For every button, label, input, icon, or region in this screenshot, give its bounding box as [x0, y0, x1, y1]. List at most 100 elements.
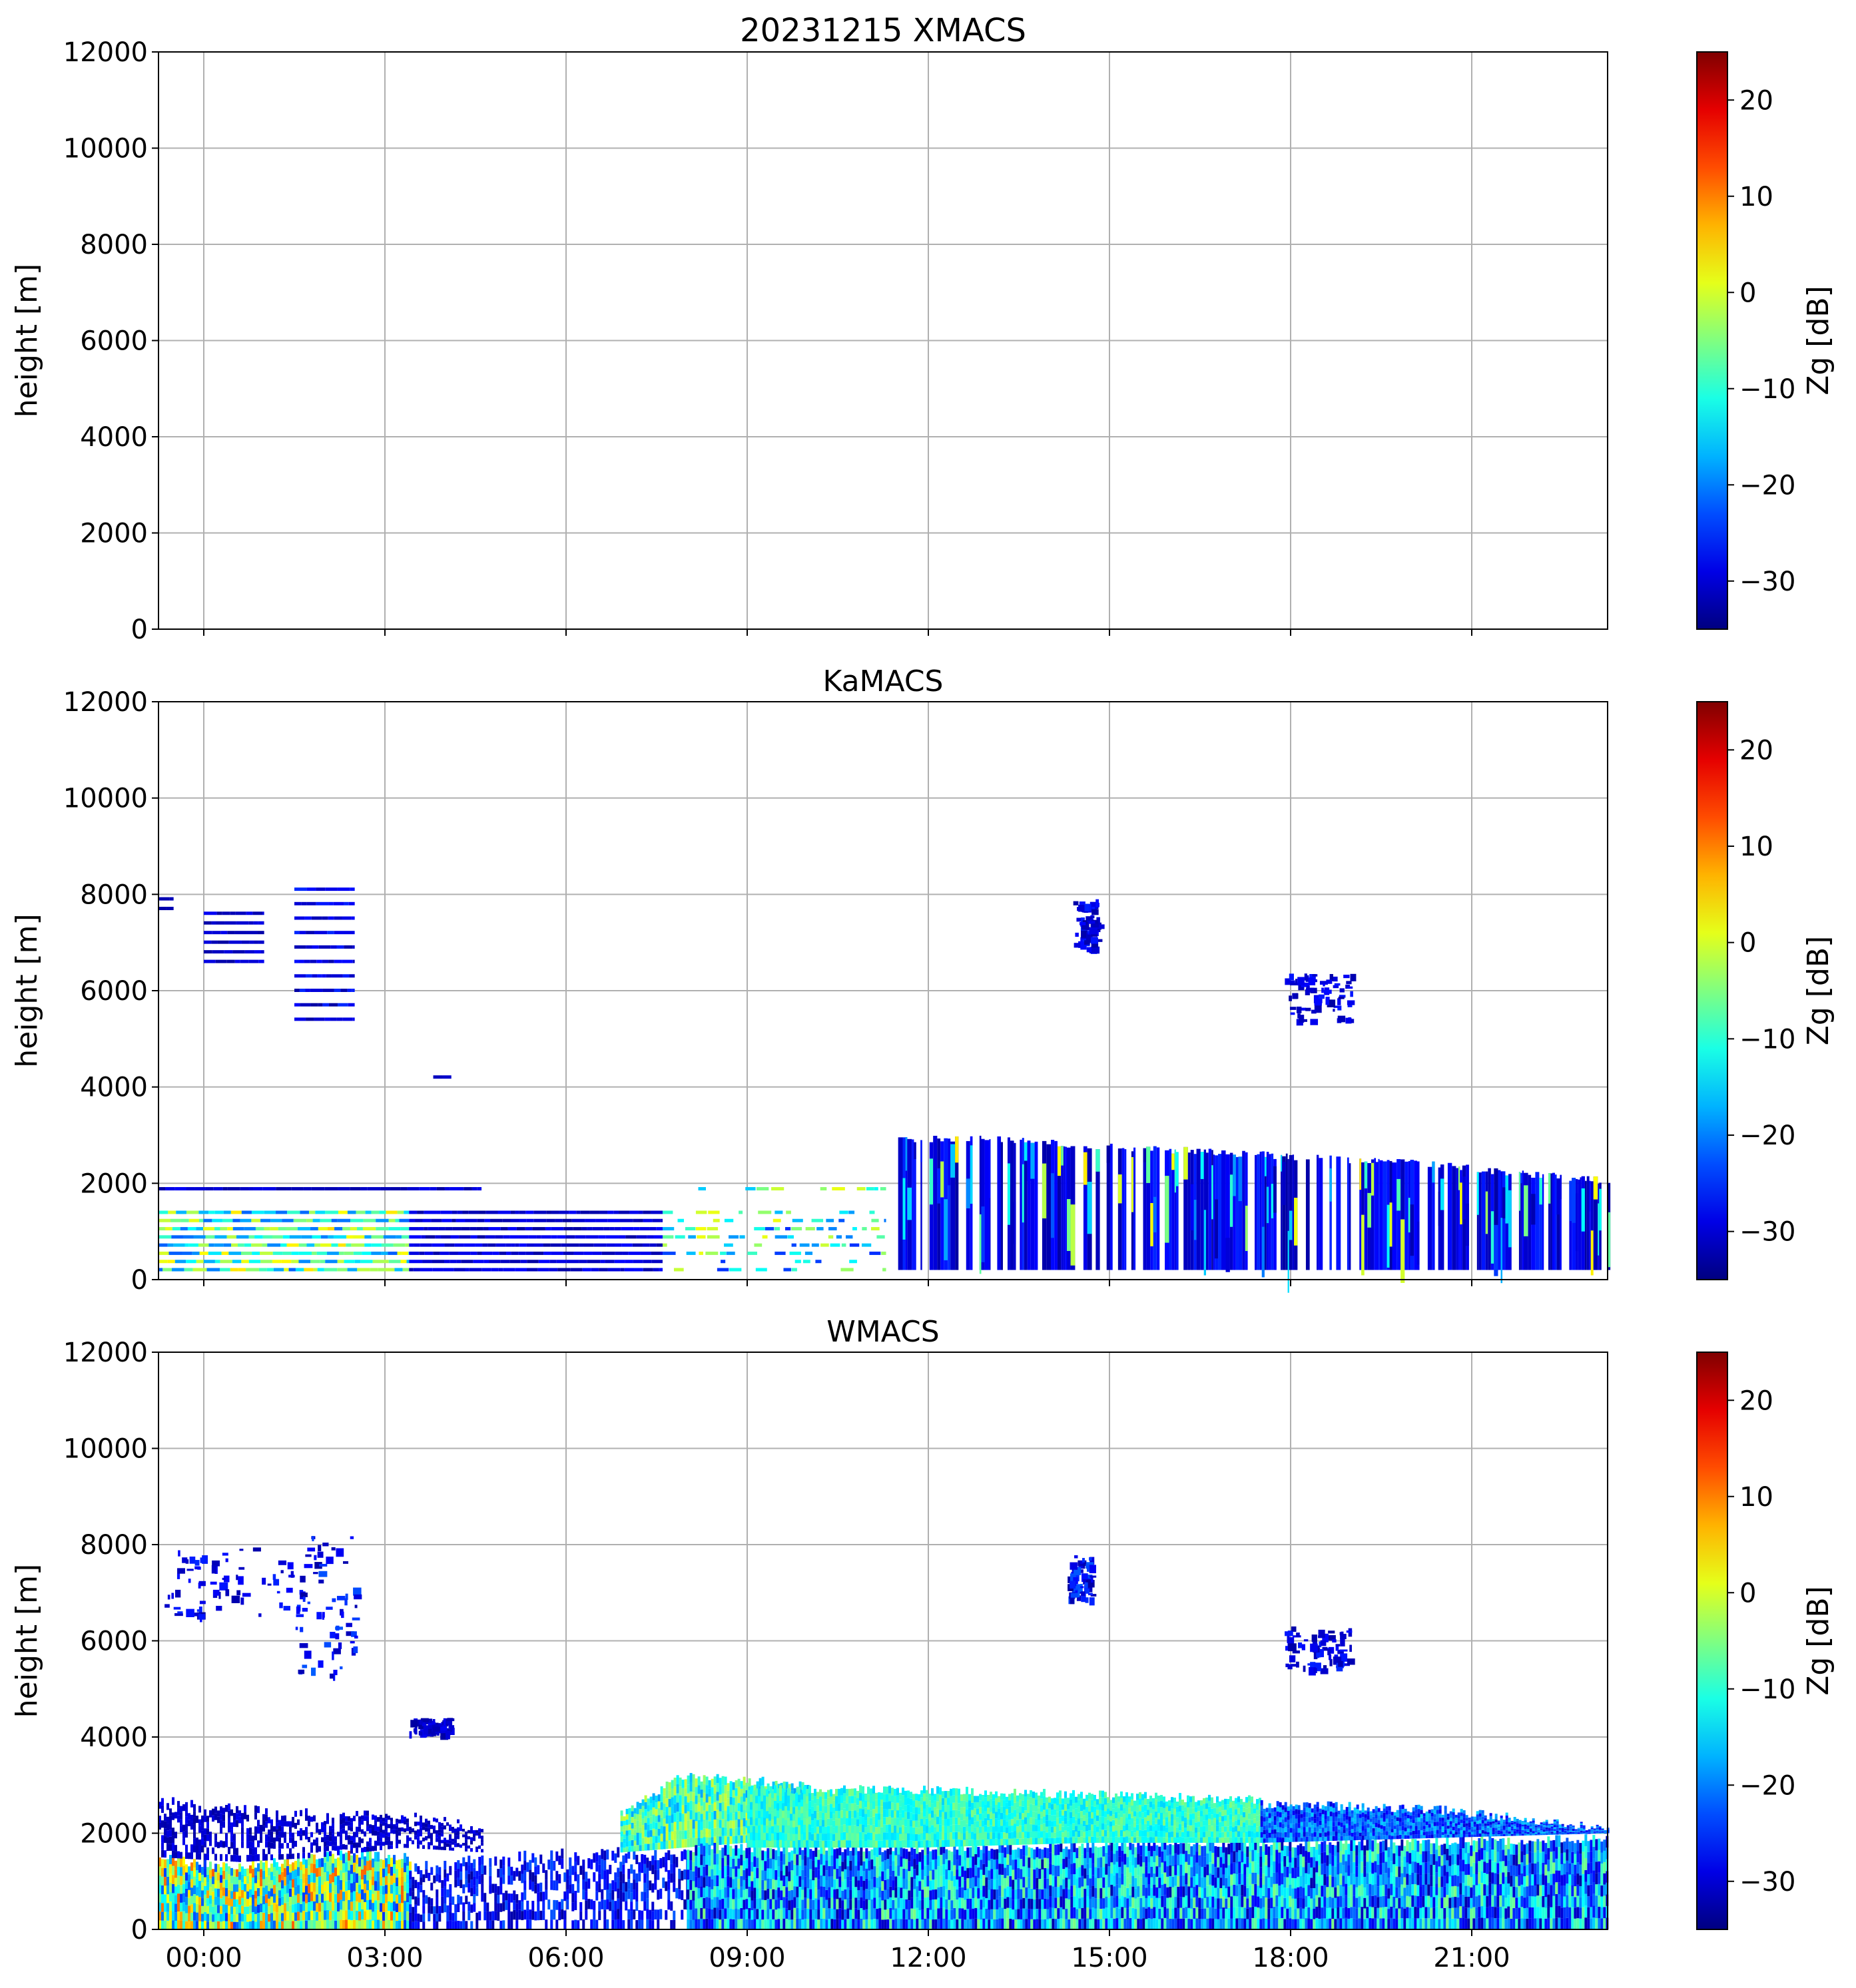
- echo-column: [1124, 1149, 1126, 1270]
- echo-cell: [449, 1911, 452, 1921]
- echo-cell: [262, 1862, 265, 1871]
- echo-cell: [547, 1860, 550, 1869]
- echo-cell: [932, 1909, 934, 1919]
- echo-stripe: [282, 1219, 294, 1222]
- echo-stripe: [227, 1227, 233, 1230]
- echo-cell: [743, 1919, 745, 1929]
- echo-column: [1157, 1147, 1160, 1270]
- echo-cell: [236, 1922, 238, 1929]
- echo-cell: [833, 1859, 836, 1869]
- echo-cell: [428, 1824, 430, 1828]
- echo-stripe: [594, 1244, 607, 1247]
- echo-cell: [623, 1830, 626, 1834]
- echo-stripe: [747, 1252, 757, 1255]
- echo-stripe: [881, 1252, 886, 1255]
- echo-cell: [1052, 1919, 1054, 1929]
- echo-cell: [719, 1836, 722, 1845]
- echo-stripe: [490, 1219, 502, 1222]
- echo-stripe: [643, 1219, 653, 1222]
- echo-cell: [703, 1802, 706, 1810]
- echo-cell: [934, 1869, 937, 1879]
- echo-cell: [1028, 1878, 1030, 1888]
- echo-cell: [542, 1891, 545, 1901]
- echo-stripe: [223, 1187, 227, 1190]
- echo-cell: [262, 1887, 265, 1896]
- echo-cell: [876, 1877, 878, 1888]
- echo-cell: [348, 1890, 350, 1900]
- echo-cell: [436, 1830, 438, 1834]
- echo-cell: [945, 1889, 948, 1899]
- echo-cell: [651, 1856, 654, 1865]
- echo-cell: [622, 1892, 625, 1901]
- echo-cell: [687, 1889, 689, 1899]
- echo-cell: [1012, 1860, 1014, 1869]
- echo-cell: [966, 1878, 969, 1888]
- echo-stripe: [204, 950, 212, 953]
- echo-stripe: [158, 1235, 171, 1238]
- echo-cell: [598, 1864, 601, 1873]
- echo-cell: [502, 1875, 505, 1884]
- echo-cell: [460, 1879, 462, 1887]
- echo-cell: [305, 1885, 308, 1894]
- echo-cell: [361, 1830, 364, 1834]
- echo-stripe: [167, 1260, 174, 1263]
- echo-cell: [294, 1912, 297, 1921]
- echo-cell: [401, 1820, 404, 1824]
- echo-cell: [635, 1892, 638, 1901]
- echo-stripe: [567, 1244, 579, 1247]
- echo-cell: [1001, 1864, 1004, 1875]
- echo-cell: [626, 1825, 629, 1830]
- echo-cell: [313, 1892, 316, 1901]
- echo-cell: [366, 1890, 369, 1900]
- echo-stripe: [342, 960, 353, 963]
- echo-cell: [601, 1889, 603, 1899]
- echo-cell: [441, 1840, 444, 1844]
- echo-cell: [329, 1920, 332, 1929]
- echo-cell: [425, 1823, 428, 1828]
- echo-column-core: [1067, 1199, 1071, 1251]
- echo-cell: [268, 1883, 270, 1891]
- echo-cell: [555, 1900, 558, 1910]
- echo-cell: [481, 1874, 483, 1883]
- echo-cell: [230, 1883, 233, 1891]
- echo-cell: [268, 1848, 270, 1854]
- echo-patch: [1350, 991, 1353, 997]
- echo-cell: [703, 1909, 705, 1919]
- echo-cell: [262, 1849, 265, 1855]
- echo-cell: [406, 1818, 409, 1822]
- echo-cell: [738, 1819, 741, 1827]
- echo-cell: [767, 1858, 769, 1868]
- echo-cell: [666, 1816, 669, 1824]
- echo-cell: [380, 1846, 382, 1850]
- echo-cell: [801, 1899, 804, 1909]
- echo-cell: [273, 1826, 276, 1832]
- echo-cell: [353, 1838, 356, 1843]
- echo-cell: [166, 1817, 169, 1824]
- echo-column-core: [1245, 1206, 1248, 1251]
- echo-stripe: [309, 1210, 315, 1214]
- echo-stripe: [423, 1219, 432, 1222]
- echo-cell: [396, 1845, 398, 1849]
- echo-cell: [841, 1900, 844, 1910]
- echo-cell: [708, 1919, 711, 1929]
- echo-stripe: [537, 1235, 541, 1238]
- echo-patch: [1080, 922, 1085, 925]
- echo-cell: [892, 1910, 894, 1920]
- echo-column-core: [1432, 1162, 1434, 1183]
- echo-column-core: [1590, 1181, 1591, 1212]
- echo-cell: [494, 1911, 497, 1921]
- echo-cell: [854, 1897, 857, 1908]
- feature-field: [687, 1834, 1608, 1929]
- echo-cell: [521, 1911, 523, 1920]
- echo-cell: [647, 1818, 650, 1825]
- echo-stripe: [573, 1227, 582, 1230]
- echo-cell: [769, 1889, 772, 1899]
- echo-cell: [942, 1875, 945, 1885]
- echo-stripe: [551, 1252, 563, 1255]
- echo-stripe: [584, 1252, 592, 1255]
- echo-cell: [689, 1919, 692, 1929]
- echo-cell: [281, 1897, 284, 1905]
- echo-cell: [977, 1858, 980, 1867]
- echo-cell: [671, 1832, 674, 1840]
- echo-cell: [345, 1821, 348, 1826]
